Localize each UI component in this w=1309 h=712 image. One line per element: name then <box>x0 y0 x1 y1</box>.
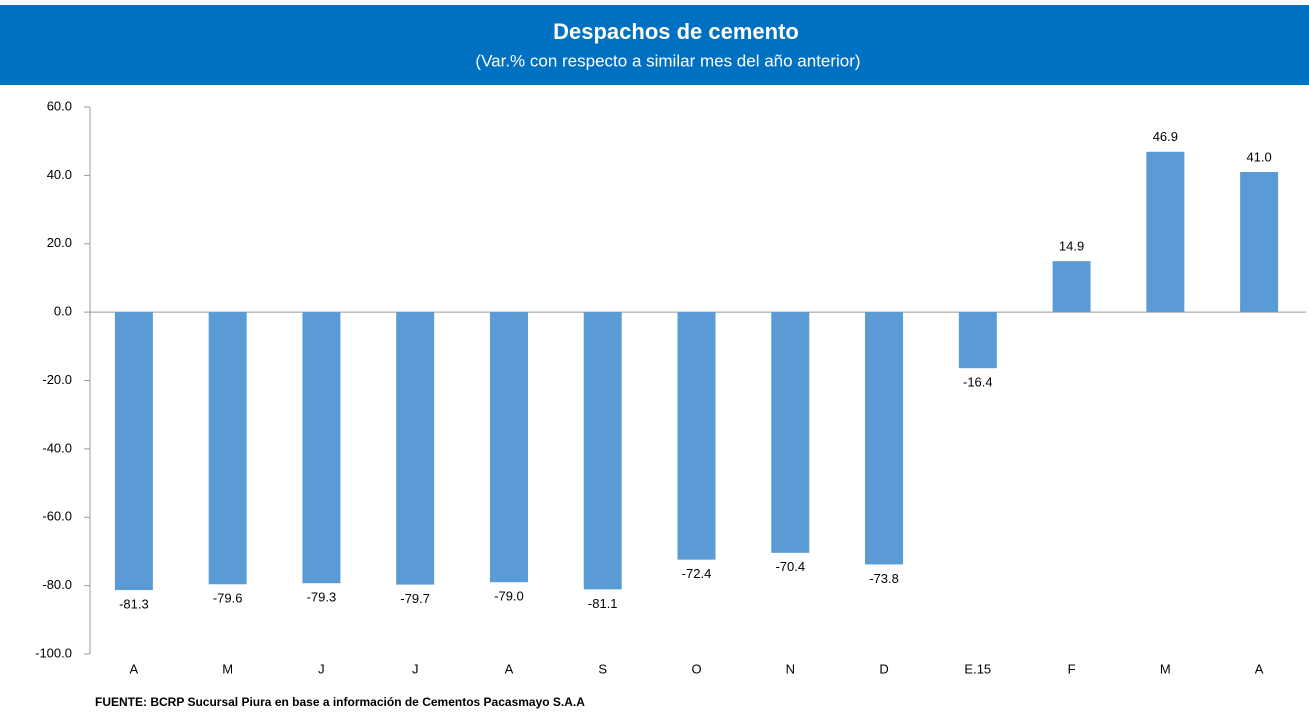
data-label: -79.7 <box>400 591 430 606</box>
data-label: -79.6 <box>213 591 243 606</box>
bar <box>396 312 435 585</box>
y-tick-label: -100.0 <box>35 645 72 660</box>
data-label: -81.1 <box>588 596 618 611</box>
bar <box>302 312 341 584</box>
data-label: 14.9 <box>1059 239 1084 254</box>
data-label: -81.3 <box>119 597 149 612</box>
bar <box>958 312 997 369</box>
source-note: FUENTE: BCRP Sucursal Piura en base a in… <box>95 695 585 709</box>
bar <box>208 312 247 585</box>
x-tick-label: M <box>222 661 233 676</box>
bar <box>583 312 622 590</box>
data-label: -79.3 <box>307 590 337 605</box>
header-band <box>0 5 1309 85</box>
x-tick-label: J <box>412 661 419 676</box>
bar <box>771 312 810 553</box>
x-tick-label: S <box>598 661 607 676</box>
x-tick-label: D <box>879 661 888 676</box>
chart-title: Despachos de cemento <box>553 19 799 44</box>
x-tick-label: A <box>130 661 139 676</box>
x-tick-label: A <box>1255 661 1264 676</box>
x-tick-label: M <box>1160 661 1171 676</box>
data-label: -73.8 <box>869 571 899 586</box>
data-label: 41.0 <box>1246 149 1271 164</box>
x-tick-label: A <box>505 661 514 676</box>
x-tick-label: J <box>318 661 325 676</box>
bar <box>677 312 716 560</box>
x-tick-label: N <box>786 661 795 676</box>
y-tick-label: 0.0 <box>54 304 72 319</box>
y-tick-label: -40.0 <box>42 440 72 455</box>
data-label: 46.9 <box>1153 129 1178 144</box>
x-tick-label: O <box>691 661 701 676</box>
y-tick-label: 60.0 <box>47 98 72 113</box>
y-tick-label: 40.0 <box>47 167 72 182</box>
bar <box>1240 171 1279 313</box>
data-label: -79.0 <box>494 589 524 604</box>
y-tick-label: -80.0 <box>42 577 72 592</box>
data-label: -70.4 <box>775 559 805 574</box>
bar <box>114 312 153 591</box>
y-tick-label: -60.0 <box>42 509 72 524</box>
chart-subtitle: (Var.% con respecto a similar mes del añ… <box>475 51 860 70</box>
bar <box>1146 151 1185 313</box>
x-tick-label: F <box>1068 661 1076 676</box>
bar <box>489 312 528 583</box>
y-tick-label: -20.0 <box>42 372 72 387</box>
x-tick-label: E.15 <box>964 661 991 676</box>
data-label: -16.4 <box>963 375 993 390</box>
bar <box>865 312 904 565</box>
bar <box>1052 261 1091 313</box>
y-tick-label: 20.0 <box>47 235 72 250</box>
data-label: -72.4 <box>682 566 712 581</box>
